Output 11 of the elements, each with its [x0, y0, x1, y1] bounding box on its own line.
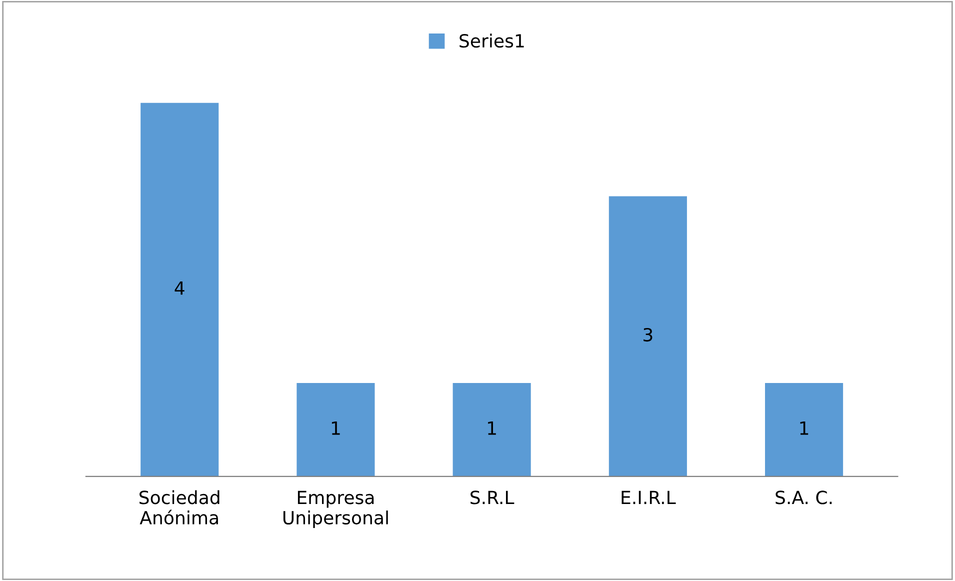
data-label: 1: [800, 422, 808, 435]
data-label: 4: [174, 281, 184, 295]
x-tick-label: S.R.L: [470, 490, 514, 504]
data-label: 1: [488, 422, 496, 435]
legend-label: Series1: [460, 34, 524, 48]
x-tick-label: Sociedad Anónima: [140, 490, 220, 525]
data-label: 1: [332, 422, 340, 435]
x-tick-label: E.I.R.L: [622, 490, 676, 504]
x-tick-label: Empresa Unipersonal: [283, 490, 388, 528]
x-tick-label: S.A. C.: [776, 490, 832, 504]
data-label: 3: [644, 328, 652, 342]
